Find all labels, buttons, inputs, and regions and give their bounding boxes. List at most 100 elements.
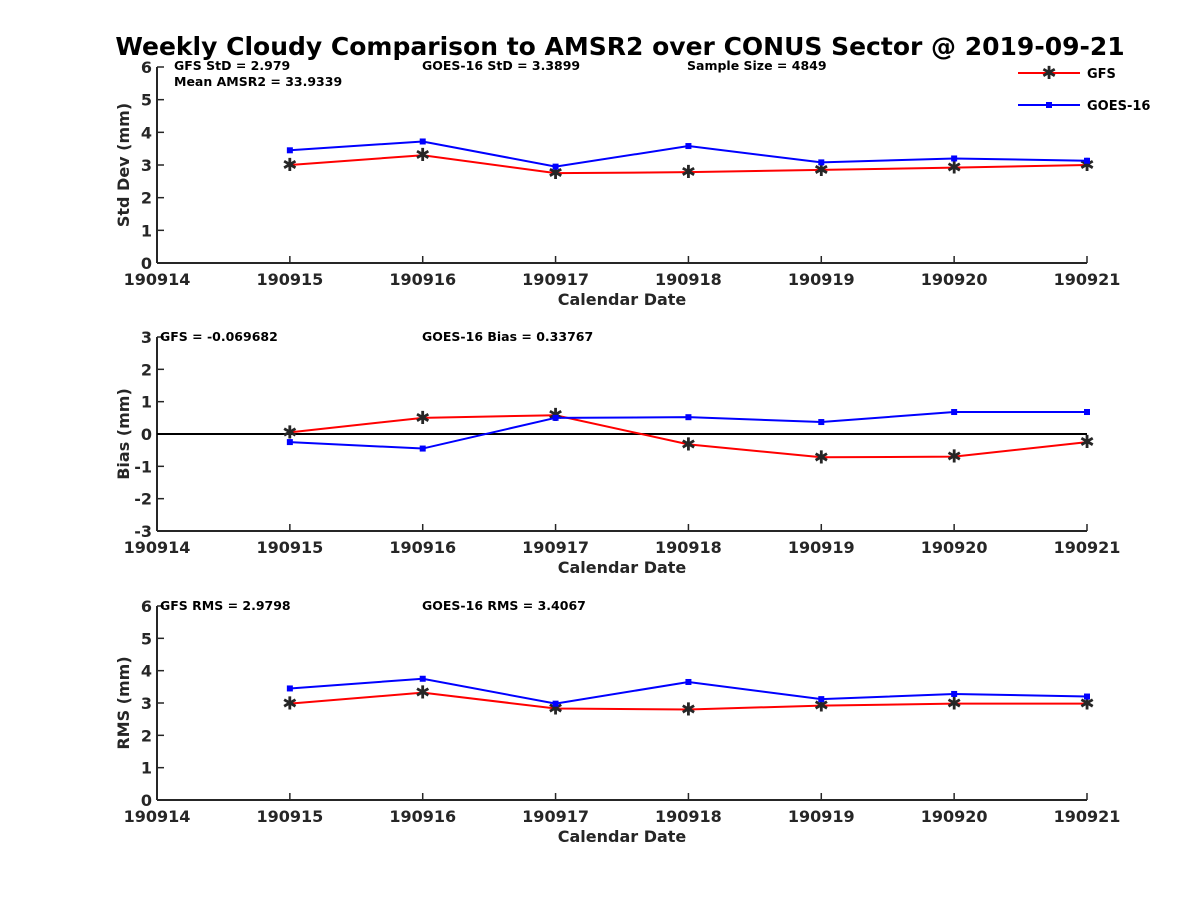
x-tick-label: 190914: [124, 538, 191, 557]
legend: ✱ GFS GOES-16: [1018, 63, 1150, 114]
data-point-goes-16: [1084, 409, 1090, 416]
y-tick-label: 6: [141, 58, 152, 77]
y-tick-label: 3: [141, 156, 152, 175]
y-tick-label: 2: [141, 189, 152, 208]
y-tick-label: 0: [141, 254, 152, 273]
x-tick-label: 190916: [389, 270, 456, 289]
y-axis-label: RMS (mm): [114, 656, 133, 749]
x-tick-label: 190918: [655, 538, 722, 557]
y-tick-label: 4: [141, 662, 152, 681]
x-tick-label: 190921: [1054, 538, 1121, 557]
x-tick-label: 190914: [124, 270, 191, 289]
x-axis-label: Calendar Date: [558, 827, 687, 846]
chart-panels: 0 1 2 3 4 5 6 190914 190915 190916 190917 190918 190…: [114, 58, 1120, 846]
legend-gfs-marker: ✱: [1041, 63, 1056, 84]
data-point-goes-16: [286, 439, 293, 446]
y-tick-label: 3: [141, 328, 152, 347]
x-tick-label: 190916: [389, 807, 456, 826]
y-tick-label: -3: [134, 522, 152, 541]
data-point-goes-16: [419, 445, 426, 452]
data-point-gfs: ✱: [814, 696, 829, 717]
data-point-gfs: ✱: [548, 163, 563, 184]
data-point-goes-16: [951, 690, 958, 697]
x-tick-label: 190919: [788, 538, 855, 557]
y-tick-label: 1: [141, 221, 152, 240]
data-point-goes-16: [419, 675, 426, 682]
x-tick-label: 190921: [1054, 807, 1121, 826]
data-point-gfs: ✱: [282, 694, 297, 715]
y-tick-label: 2: [141, 726, 152, 745]
y-tick-label: 0: [141, 791, 152, 810]
stat-annotation: GFS = -0.069682: [160, 329, 278, 344]
stat-annotation: GOES-16 RMS = 3.4067: [422, 598, 586, 613]
x-tick-label: 190916: [389, 538, 456, 557]
x-tick-label: 190915: [256, 270, 323, 289]
data-point-goes-16: [1084, 693, 1090, 700]
data-point-goes-16: [685, 143, 692, 150]
y-tick-label: 1: [141, 759, 152, 778]
x-tick-label: 190915: [256, 538, 323, 557]
data-point-goes-16: [951, 409, 958, 416]
data-point-gfs: ✱: [415, 408, 430, 429]
x-tick-label: 190917: [522, 807, 589, 826]
y-tick-label: 1: [141, 393, 152, 412]
data-point-gfs: ✱: [947, 694, 962, 715]
x-tick-label: 190921: [1054, 270, 1121, 289]
x-tick-label: 190914: [124, 807, 191, 826]
data-point-goes-16: [552, 700, 559, 707]
data-point-gfs: ✱: [681, 434, 696, 455]
data-point-gfs: ✱: [814, 447, 829, 468]
data-point-goes-16: [286, 147, 293, 154]
y-tick-label: 6: [141, 597, 152, 616]
data-point-gfs: ✱: [1079, 694, 1094, 715]
stat-annotation: GFS StD = 2.979: [174, 58, 290, 73]
data-point-gfs: ✱: [947, 447, 962, 468]
stat-annotation: GOES-16 Bias = 0.33767: [422, 329, 593, 344]
stat-annotation: Sample Size = 4849: [687, 58, 827, 73]
data-point-gfs: ✱: [415, 145, 430, 166]
x-axis-label: Calendar Date: [558, 558, 687, 577]
data-point-goes-16: [818, 159, 825, 166]
legend-goes-marker: [1046, 102, 1052, 108]
x-tick-label: 190917: [522, 538, 589, 557]
series-line-gfs: [289, 691, 1087, 711]
y-tick-label: 5: [141, 91, 152, 110]
data-point-gfs: ✱: [681, 699, 696, 720]
y-tick-label: 0: [141, 425, 152, 444]
data-point-gfs: ✱: [282, 155, 297, 176]
series-line-gfs: [289, 414, 1088, 459]
data-point-gfs: ✱: [814, 160, 829, 181]
series-line-gfs: [289, 154, 1088, 175]
legend-gfs-label: GFS: [1087, 67, 1116, 82]
x-tick-label: 190920: [921, 270, 988, 289]
data-point-gfs: ✱: [415, 683, 430, 704]
y-tick-label: 2: [141, 360, 152, 379]
x-tick-label: 190920: [921, 538, 988, 557]
data-point-goes-16: [685, 678, 692, 685]
stat-annotation: GOES-16 StD = 3.3899: [422, 58, 580, 73]
x-tick-label: 190918: [655, 807, 722, 826]
x-tick-label: 190919: [788, 270, 855, 289]
data-point-gfs: ✱: [1079, 432, 1094, 453]
data-point-goes-16: [286, 685, 293, 692]
data-point-goes-16: [951, 155, 958, 162]
x-tick-label: 190919: [788, 807, 855, 826]
data-point-gfs: ✱: [947, 158, 962, 179]
data-point-goes-16: [552, 163, 559, 170]
y-tick-label: 3: [141, 694, 152, 713]
data-point-goes-16: [419, 138, 426, 145]
x-tick-label: 190918: [655, 270, 722, 289]
y-axis-label: Std Dev (mm): [114, 103, 133, 227]
stat-annotation: GFS RMS = 2.9798: [160, 598, 291, 613]
stat-annotation: Mean AMSR2 = 33.9339: [174, 74, 342, 89]
x-axis-label: Calendar Date: [558, 290, 687, 309]
y-axis-label: Bias (mm): [114, 388, 133, 480]
x-tick-label: 190915: [256, 807, 323, 826]
y-tick-label: -1: [134, 457, 152, 476]
data-point-gfs: ✱: [282, 422, 297, 443]
data-point-goes-16: [552, 414, 559, 421]
data-point-gfs: ✱: [681, 162, 696, 183]
data-point-goes-16: [818, 696, 825, 703]
